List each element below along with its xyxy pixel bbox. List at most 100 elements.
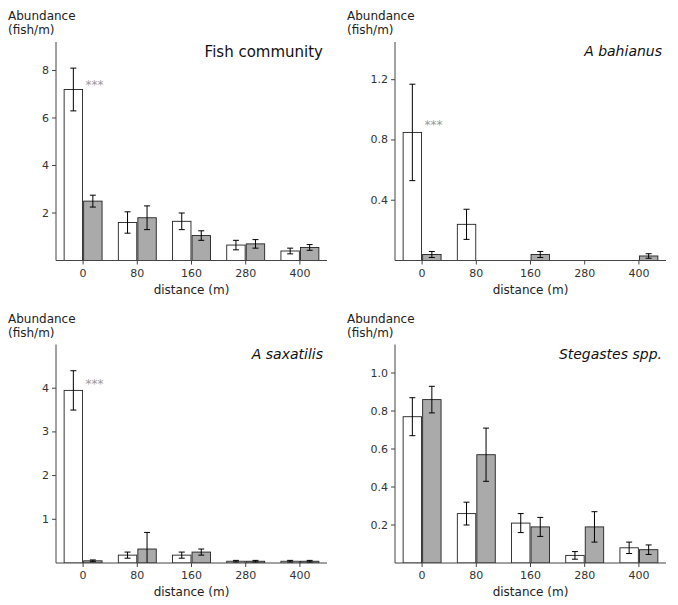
panel: 2468080160280400distance (m)Abundance(fi…	[8, 9, 327, 297]
error-cap	[464, 209, 470, 210]
error-cap	[233, 560, 239, 561]
y-tick-label: 4	[42, 382, 49, 395]
y-tick	[52, 70, 56, 71]
y-tick	[391, 79, 395, 80]
x-tick-label: 80	[130, 267, 144, 280]
y-tick	[391, 411, 395, 412]
error-bar	[464, 209, 470, 239]
error-bar	[409, 84, 415, 180]
error-cap	[646, 554, 652, 555]
error-cap	[518, 513, 524, 514]
error-cap	[252, 248, 258, 249]
error-bar	[70, 371, 76, 410]
y-axis-line	[56, 345, 57, 564]
error-cap	[646, 544, 652, 545]
error-bar	[518, 514, 524, 533]
y-tick-label: 0.6	[371, 443, 389, 456]
bar	[64, 90, 82, 261]
x-tick-label: 280	[574, 569, 595, 582]
error-line	[648, 254, 649, 259]
error-cap	[179, 229, 185, 230]
error-cap	[233, 249, 239, 250]
error-bar	[537, 517, 543, 536]
y-tick-label: 2	[42, 469, 49, 482]
error-cap	[591, 542, 597, 543]
error-cap	[125, 552, 131, 553]
x-tick-label: 160	[181, 267, 202, 280]
panel: 0.20.40.60.81.0080160280400distance (m)A…	[347, 312, 666, 600]
x-tick-label: 400	[289, 569, 310, 582]
error-line	[235, 240, 236, 250]
error-cap	[409, 435, 415, 436]
error-cap	[537, 251, 543, 252]
error-line	[466, 502, 467, 525]
x-tick	[299, 261, 300, 265]
error-line	[181, 552, 182, 558]
x-tick	[584, 563, 585, 567]
bar	[403, 417, 421, 563]
x-tick	[584, 261, 585, 265]
y-axis-label-line: (fish/m)	[347, 326, 394, 340]
y-axis-line	[395, 345, 396, 564]
x-axis-label: distance (m)	[154, 283, 230, 297]
error-bar	[646, 545, 652, 555]
error-line	[574, 552, 575, 560]
bar	[423, 400, 441, 563]
error-bar	[233, 240, 239, 250]
error-line	[127, 212, 128, 233]
error-bar	[252, 560, 258, 562]
marks	[64, 371, 319, 563]
error-cap	[198, 549, 204, 550]
x-axis-label: distance (m)	[493, 585, 569, 599]
error-cap	[409, 180, 415, 181]
error-bar	[90, 195, 96, 207]
error-cap	[287, 560, 293, 561]
error-cap	[537, 517, 543, 518]
y-axis-label: Abundance(fish/m)	[347, 9, 415, 37]
marks	[64, 68, 319, 260]
error-cap	[518, 532, 524, 533]
panel: 1234080160280400distance (m)Abundance(fi…	[8, 312, 327, 600]
error-line	[486, 428, 487, 481]
y-tick-label: 3	[42, 425, 49, 438]
x-tick	[530, 261, 531, 265]
error-line	[540, 517, 541, 536]
error-line	[540, 251, 541, 257]
error-line	[290, 248, 291, 254]
y-tick	[52, 165, 56, 166]
error-cap	[537, 257, 543, 258]
error-cap	[464, 502, 470, 503]
error-cap	[125, 558, 131, 559]
y-tick	[52, 475, 56, 476]
error-bar	[483, 428, 489, 481]
error-bar	[252, 240, 258, 249]
error-cap	[233, 562, 239, 563]
error-cap	[144, 205, 150, 206]
x-tick-label: 400	[289, 267, 310, 280]
x-tick-label: 160	[520, 267, 541, 280]
error-cap	[179, 552, 185, 553]
panel: 0.40.81.2080160280400distance (m)Abundan…	[347, 9, 666, 297]
y-tick-label: 6	[42, 112, 49, 125]
x-tick	[83, 261, 84, 265]
y-axis-label-line: Abundance	[8, 9, 76, 23]
error-cap	[307, 560, 313, 561]
x-axis-label: distance (m)	[154, 585, 230, 599]
x-tick	[476, 261, 477, 265]
x-tick-label: 400	[628, 569, 649, 582]
error-line	[181, 213, 182, 230]
error-cap	[646, 258, 652, 259]
error-bar	[626, 542, 632, 553]
error-bar	[537, 251, 543, 257]
error-cap	[252, 239, 258, 240]
error-line	[520, 514, 521, 533]
error-cap	[179, 558, 185, 559]
error-cap	[144, 229, 150, 230]
bar	[64, 390, 82, 563]
error-line	[466, 209, 467, 239]
error-line	[431, 386, 432, 413]
error-cap	[70, 410, 76, 411]
error-cap	[409, 84, 415, 85]
error-cap	[464, 239, 470, 240]
x-tick	[191, 261, 192, 265]
